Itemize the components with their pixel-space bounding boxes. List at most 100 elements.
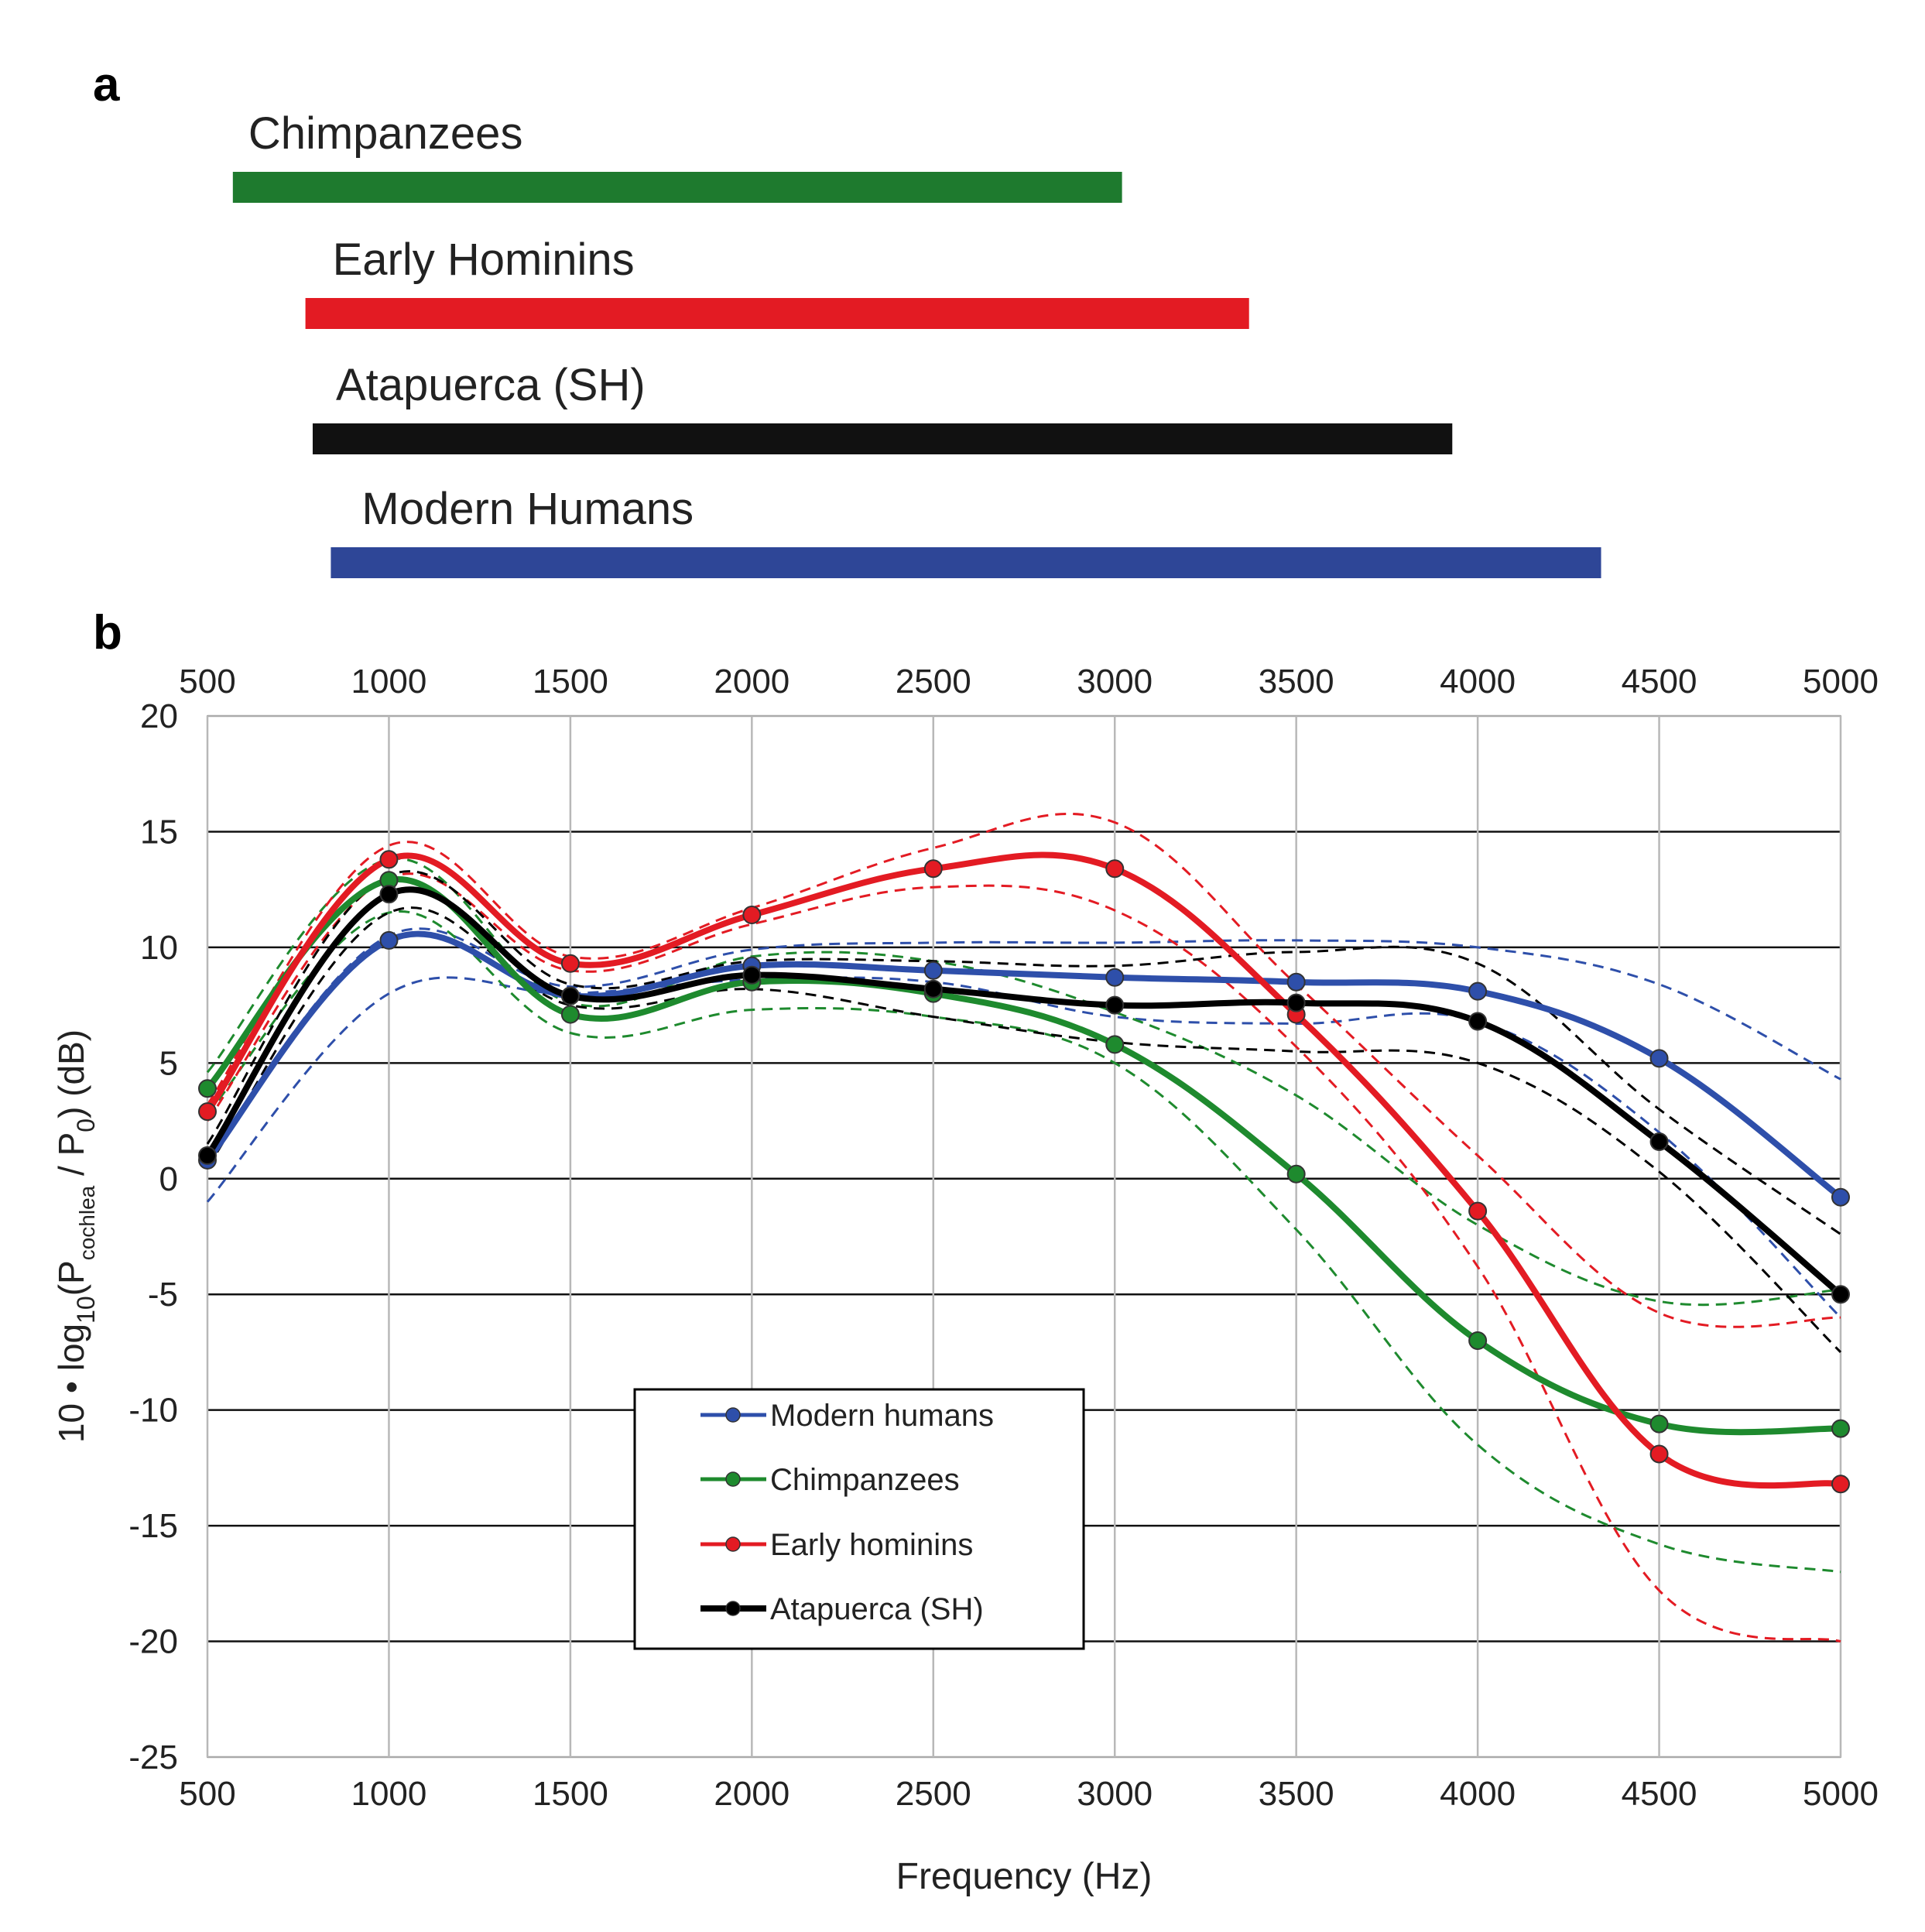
range-label-early-hominins: Early Hominins bbox=[333, 235, 635, 285]
range-label-modern-humans: Modern Humans bbox=[361, 484, 694, 534]
bound-chimpanzees-upper bbox=[206, 857, 1841, 1307]
x-tick-label-top: 4000 bbox=[1440, 663, 1516, 701]
y-tick-label: -5 bbox=[148, 1276, 178, 1314]
point-atapuerca-sh bbox=[742, 965, 762, 985]
x-tick-label-bottom: 2000 bbox=[714, 1775, 790, 1813]
range-bar-modern-humans bbox=[331, 547, 1601, 578]
legend-label-chimpanzees: Chimpanzees bbox=[770, 1463, 960, 1497]
y-axis-label: 10 • log10(Pcochlea / P0) (dB) bbox=[51, 1029, 100, 1443]
x-tick-label-bottom: 500 bbox=[179, 1775, 235, 1813]
point-early-hominins bbox=[923, 859, 943, 879]
x-tick-label-top: 3500 bbox=[1259, 663, 1334, 701]
point-chimpanzees bbox=[1286, 1164, 1306, 1184]
point-early-hominins bbox=[560, 954, 580, 973]
point-early-hominins bbox=[1105, 859, 1125, 879]
range-label-atapuerca-sh: Atapuerca (SH) bbox=[336, 360, 646, 410]
x-tick-label-bottom: 1500 bbox=[533, 1775, 608, 1813]
point-early-hominins bbox=[379, 850, 399, 869]
point-atapuerca-sh bbox=[560, 986, 580, 1005]
point-atapuerca-sh bbox=[1286, 993, 1306, 1012]
point-chimpanzees bbox=[1105, 1035, 1125, 1054]
range-bar-chimpanzees bbox=[232, 172, 1122, 203]
y-tick-label: -20 bbox=[128, 1623, 178, 1661]
range-bar-atapuerca-sh bbox=[312, 423, 1453, 454]
point-modern-humans bbox=[1105, 968, 1125, 987]
point-modern-humans bbox=[1831, 1187, 1850, 1207]
y-tick-label: -10 bbox=[128, 1392, 178, 1430]
point-early-hominins bbox=[742, 906, 762, 925]
y-tick-label: 10 bbox=[140, 929, 178, 967]
y-tick-label: 15 bbox=[140, 813, 178, 851]
point-early-hominins bbox=[1649, 1444, 1669, 1464]
x-tick-label-bottom: 4500 bbox=[1622, 1775, 1697, 1813]
x-tick-label-top: 3000 bbox=[1077, 663, 1153, 701]
point-atapuerca-sh bbox=[923, 979, 943, 999]
series-line-atapuerca-sh bbox=[204, 886, 1843, 1297]
legend-label-early-hominins: Early hominins bbox=[770, 1528, 973, 1562]
point-early-hominins bbox=[1831, 1475, 1850, 1494]
legend-marker-atapuerca-sh bbox=[725, 1601, 741, 1616]
x-tick-label-top: 500 bbox=[179, 663, 235, 701]
bound-atapuerca-sh-lower bbox=[206, 906, 1842, 1353]
range-bar-early-hominins bbox=[305, 298, 1249, 329]
point-modern-humans bbox=[1286, 972, 1306, 992]
legend-label-modern-humans: Modern humans bbox=[770, 1399, 994, 1433]
legend-marker-modern-humans bbox=[725, 1407, 741, 1423]
point-atapuerca-sh bbox=[1831, 1285, 1850, 1304]
point-chimpanzees bbox=[1649, 1414, 1669, 1434]
bound-modern-humans-upper bbox=[206, 927, 1841, 1159]
x-tick-label-bottom: 5000 bbox=[1803, 1775, 1879, 1813]
legend-marker-early-hominins bbox=[725, 1536, 741, 1552]
bound-early-hominins-upper bbox=[206, 812, 1841, 1328]
point-atapuerca-sh bbox=[198, 1146, 217, 1165]
bound-atapuerca-sh-upper bbox=[206, 870, 1841, 1235]
point-modern-humans bbox=[1649, 1049, 1669, 1068]
range-label-chimpanzees: Chimpanzees bbox=[248, 108, 523, 159]
panel-a-range-bars: Chimpanzees Early Hominins Atapuerca (SH) M… bbox=[232, 108, 1601, 578]
point-early-hominins bbox=[198, 1102, 217, 1122]
series-line-chimpanzees bbox=[204, 875, 1841, 1436]
series-points bbox=[198, 850, 1850, 1494]
y-tick-label: 20 bbox=[140, 697, 178, 735]
point-chimpanzees bbox=[560, 1005, 580, 1024]
series-line-early-hominins bbox=[204, 851, 1841, 1489]
bound-chimpanzees-lower bbox=[206, 909, 1841, 1574]
legend-marker-chimpanzees bbox=[725, 1471, 741, 1487]
point-atapuerca-sh bbox=[1468, 1012, 1488, 1031]
x-tick-label-top: 2500 bbox=[896, 663, 971, 701]
x-tick-label-bottom: 1000 bbox=[351, 1775, 426, 1813]
y-tick-label: -15 bbox=[128, 1507, 178, 1545]
x-tick-label-bottom: 4000 bbox=[1440, 1775, 1516, 1813]
point-chimpanzees bbox=[1831, 1419, 1850, 1438]
legend-label-atapuerca-sh: Atapuerca (SH) bbox=[770, 1592, 984, 1626]
legend: Modern humans Chimpanzees Early hominins At… bbox=[633, 1388, 1085, 1650]
series-line-modern-humans bbox=[204, 930, 1843, 1200]
point-modern-humans bbox=[1468, 981, 1488, 1001]
point-modern-humans bbox=[923, 961, 943, 980]
point-atapuerca-sh bbox=[379, 885, 399, 904]
point-modern-humans bbox=[379, 930, 399, 950]
x-tick-label-top: 5000 bbox=[1803, 663, 1879, 701]
x-axis-label: Frequency (Hz) bbox=[896, 1856, 1153, 1897]
x-tick-label-bottom: 3500 bbox=[1259, 1775, 1334, 1813]
point-early-hominins bbox=[1468, 1201, 1488, 1221]
panel-b-label: b bbox=[93, 606, 122, 659]
x-tick-label-top: 2000 bbox=[714, 663, 790, 701]
point-atapuerca-sh bbox=[1105, 995, 1125, 1015]
x-tick-label-top: 1000 bbox=[351, 663, 426, 701]
x-tick-label-top: 1500 bbox=[533, 663, 608, 701]
x-tick-label-top: 4500 bbox=[1622, 663, 1697, 701]
point-atapuerca-sh bbox=[1649, 1132, 1669, 1151]
panel-b-line-chart: 500 500 1000 1000 1500 1500 2000 2000 2500 2500 30… bbox=[51, 663, 1879, 1897]
point-chimpanzees bbox=[198, 1079, 217, 1098]
y-tick-label: -25 bbox=[128, 1738, 178, 1776]
y-tick-label: 5 bbox=[159, 1044, 178, 1082]
series-lines bbox=[204, 851, 1843, 1489]
tick-labels: 500 500 1000 1000 1500 1500 2000 2000 2500 2500 30… bbox=[128, 663, 1879, 1813]
panel-a-label: a bbox=[93, 58, 120, 111]
y-tick-label: 0 bbox=[159, 1160, 178, 1198]
x-tick-label-bottom: 2500 bbox=[896, 1775, 971, 1813]
point-chimpanzees bbox=[1468, 1331, 1488, 1350]
x-tick-label-bottom: 3000 bbox=[1077, 1775, 1153, 1813]
